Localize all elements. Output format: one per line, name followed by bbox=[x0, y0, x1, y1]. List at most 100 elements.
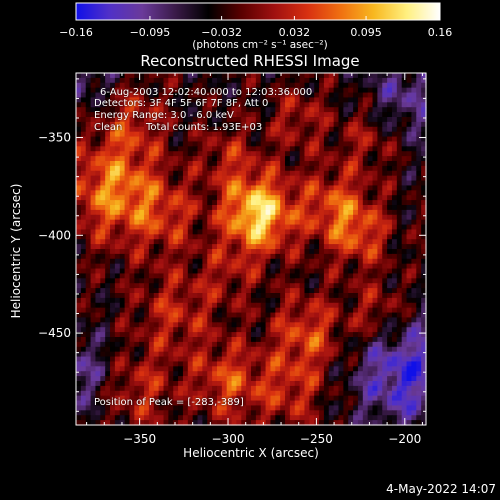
heatmap-cell bbox=[396, 136, 403, 143]
heatmap-cell bbox=[110, 341, 116, 348]
heatmap-cell bbox=[168, 234, 174, 240]
heatmap-cell bbox=[328, 244, 335, 250]
heatmap-cell bbox=[192, 371, 199, 377]
heatmap-cell bbox=[129, 136, 135, 143]
heatmap-cell bbox=[114, 209, 121, 216]
heatmap-cell bbox=[236, 126, 242, 133]
heatmap-cell bbox=[353, 185, 359, 191]
heatmap-cell bbox=[333, 258, 340, 265]
heatmap-cell bbox=[95, 102, 101, 108]
heatmap-cell bbox=[299, 346, 306, 353]
heatmap-cell bbox=[197, 209, 203, 216]
heatmap-cell bbox=[406, 400, 413, 407]
heatmap-cell bbox=[114, 278, 121, 284]
heatmap-cell bbox=[396, 73, 403, 79]
heatmap-cell bbox=[333, 244, 340, 250]
heatmap-cell bbox=[246, 234, 252, 240]
heatmap-cell bbox=[387, 229, 393, 235]
heatmap-cell bbox=[377, 381, 383, 387]
heatmap-cell bbox=[343, 258, 349, 265]
heatmap-cell bbox=[289, 356, 296, 363]
heatmap-cell bbox=[382, 136, 388, 143]
heatmap-cell bbox=[353, 288, 359, 294]
heatmap-cell bbox=[377, 263, 383, 270]
heatmap-cell bbox=[231, 136, 238, 143]
heatmap-cell bbox=[367, 97, 374, 103]
heatmap-cell bbox=[348, 185, 354, 191]
heatmap-cell bbox=[246, 107, 252, 113]
heatmap-cell bbox=[241, 131, 247, 138]
heatmap-cell bbox=[372, 390, 378, 397]
heatmap-cell bbox=[314, 136, 320, 143]
heatmap-cell bbox=[294, 356, 301, 363]
heatmap-cell bbox=[411, 195, 417, 201]
heatmap-cell bbox=[348, 73, 354, 79]
heatmap-cell bbox=[319, 161, 325, 167]
heatmap-cell bbox=[100, 92, 106, 99]
heatmap-cell bbox=[353, 341, 359, 348]
heatmap-cell bbox=[212, 381, 218, 387]
heatmap-cell bbox=[202, 278, 208, 284]
heatmap-cell bbox=[90, 112, 97, 118]
heatmap-cell bbox=[343, 102, 349, 108]
heatmap-cell bbox=[202, 136, 208, 143]
heatmap-cell bbox=[144, 356, 150, 363]
heatmap-cell bbox=[231, 405, 238, 411]
heatmap-cell bbox=[221, 293, 228, 299]
heatmap-cell bbox=[110, 151, 116, 157]
heatmap-cell bbox=[182, 297, 189, 304]
heatmap-cell bbox=[80, 141, 87, 147]
heatmap-cell bbox=[144, 346, 150, 353]
heatmap-cell bbox=[129, 317, 135, 323]
heatmap-cell bbox=[158, 219, 165, 226]
heatmap-cell bbox=[144, 121, 150, 128]
heatmap-cell bbox=[367, 346, 374, 353]
heatmap-cell bbox=[76, 327, 82, 333]
heatmap-cell bbox=[100, 214, 106, 221]
heatmap-cell bbox=[129, 283, 135, 289]
heatmap-cell bbox=[178, 268, 184, 275]
heatmap-cell bbox=[192, 146, 199, 152]
heatmap-cell bbox=[260, 161, 267, 167]
heatmap-cell bbox=[387, 244, 393, 250]
heatmap-cell bbox=[105, 190, 111, 196]
heatmap-cell bbox=[212, 175, 218, 182]
heatmap-cell bbox=[119, 229, 126, 235]
heatmap-cell bbox=[197, 376, 203, 382]
heatmap-cell bbox=[226, 293, 233, 299]
heatmap-cell bbox=[114, 165, 121, 172]
heatmap-cell bbox=[401, 244, 408, 250]
heatmap-cell bbox=[421, 341, 427, 348]
heatmap-cell bbox=[192, 219, 199, 226]
heatmap-cell bbox=[406, 268, 413, 275]
heatmap-cell bbox=[421, 92, 427, 99]
heatmap-cell bbox=[241, 195, 247, 201]
heatmap-cell bbox=[202, 102, 208, 108]
heatmap-cell bbox=[275, 346, 281, 353]
heatmap-cell bbox=[348, 234, 354, 240]
heatmap-cell bbox=[382, 302, 388, 309]
heatmap-cell bbox=[357, 112, 364, 118]
heatmap-cell bbox=[362, 283, 369, 289]
heatmap-cell bbox=[285, 82, 291, 89]
heatmap-cell bbox=[114, 141, 121, 147]
heatmap-cell bbox=[187, 322, 194, 328]
heatmap-cell bbox=[139, 146, 145, 152]
heatmap-cell bbox=[285, 307, 291, 314]
heatmap-cell bbox=[367, 288, 374, 294]
heatmap-cell bbox=[216, 209, 223, 216]
heatmap-cell bbox=[124, 293, 131, 299]
heatmap-cell bbox=[134, 327, 140, 333]
heatmap-cell bbox=[207, 371, 213, 377]
heatmap-cell bbox=[323, 82, 330, 89]
heatmap-cell bbox=[100, 293, 106, 299]
heatmap-cell bbox=[207, 141, 213, 147]
heatmap-cell bbox=[289, 283, 296, 289]
heatmap-cell bbox=[182, 302, 189, 309]
heatmap-cell bbox=[416, 307, 422, 314]
heatmap-cell bbox=[387, 283, 393, 289]
heatmap-cell bbox=[251, 87, 257, 94]
heatmap-cell bbox=[304, 92, 310, 99]
heatmap-cell bbox=[119, 214, 126, 221]
heatmap-cell bbox=[144, 297, 150, 304]
